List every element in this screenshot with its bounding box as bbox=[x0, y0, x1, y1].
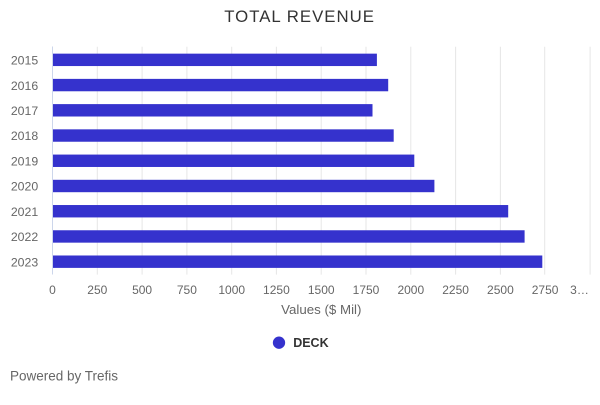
svg-text:2021: 2021 bbox=[11, 205, 39, 219]
svg-text:2016: 2016 bbox=[11, 79, 39, 93]
svg-text:2022: 2022 bbox=[11, 230, 39, 244]
svg-text:DECK: DECK bbox=[293, 336, 328, 350]
svg-text:2015: 2015 bbox=[11, 54, 39, 68]
svg-text:2000: 2000 bbox=[397, 283, 424, 297]
svg-text:1000: 1000 bbox=[218, 283, 245, 297]
svg-text:2018: 2018 bbox=[11, 129, 39, 143]
svg-text:0: 0 bbox=[49, 283, 56, 297]
svg-text:2017: 2017 bbox=[11, 104, 39, 118]
svg-text:2023: 2023 bbox=[11, 255, 39, 269]
svg-text:500: 500 bbox=[132, 283, 152, 297]
svg-text:TOTAL REVENUE: TOTAL REVENUE bbox=[224, 7, 375, 26]
svg-text:2020: 2020 bbox=[11, 180, 39, 194]
svg-text:1750: 1750 bbox=[353, 283, 380, 297]
svg-text:2500: 2500 bbox=[487, 283, 514, 297]
svg-text:3…: 3… bbox=[570, 283, 589, 297]
svg-text:1500: 1500 bbox=[308, 283, 335, 297]
svg-text:750: 750 bbox=[177, 283, 197, 297]
svg-text:Powered by Trefis: Powered by Trefis bbox=[10, 369, 118, 384]
svg-text:2750: 2750 bbox=[532, 283, 559, 297]
svg-text:1250: 1250 bbox=[263, 283, 290, 297]
svg-text:250: 250 bbox=[87, 283, 107, 297]
svg-text:2019: 2019 bbox=[11, 154, 39, 168]
svg-text:Values ($ Mil): Values ($ Mil) bbox=[281, 302, 361, 317]
svg-text:2250: 2250 bbox=[442, 283, 469, 297]
